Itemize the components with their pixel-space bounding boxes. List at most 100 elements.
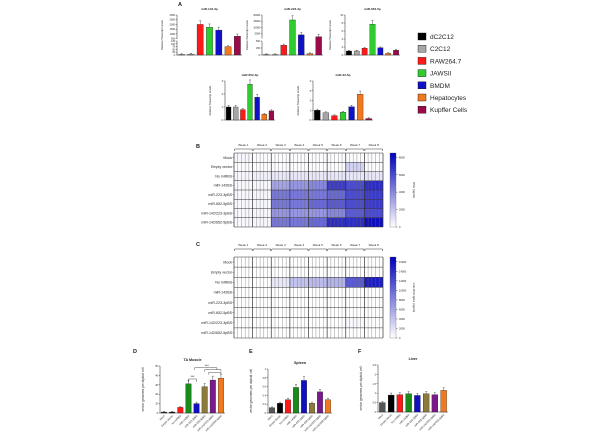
bar-dc2c12 xyxy=(314,110,321,121)
colorbar xyxy=(389,256,397,339)
heatmap-cell xyxy=(308,171,328,181)
heatmap-cell xyxy=(271,277,290,288)
heatmap-cell xyxy=(252,307,272,318)
heatmap-cell xyxy=(327,257,346,268)
y-tick-label: 75 xyxy=(172,46,175,49)
panel-label-B: B xyxy=(196,144,200,150)
y-tick-label: 0 xyxy=(265,412,267,415)
y-axis-label: vector genomes per diploid cell xyxy=(141,367,145,411)
y-tick-label: 125 xyxy=(171,40,176,43)
heatmap-cell xyxy=(289,287,309,298)
y-tick-label: 1 xyxy=(310,109,312,112)
heatmap-cell xyxy=(364,297,383,308)
heatmap-cell xyxy=(327,277,346,288)
y-tick-label: 20 xyxy=(155,393,158,396)
bar-kupffer-cells xyxy=(365,118,372,121)
week-bracket xyxy=(271,248,290,251)
y-tick-label: 50 xyxy=(172,48,175,51)
heatmap-cell xyxy=(345,267,365,278)
legend-item: BMDM xyxy=(417,81,450,90)
heatmap-cell xyxy=(271,208,290,218)
chart-title: Spleen xyxy=(294,361,307,365)
y-tick-label: 10000 xyxy=(253,26,260,29)
bar-bmdm xyxy=(348,106,355,121)
week-bracket xyxy=(290,148,309,151)
heatmap-cell xyxy=(271,317,290,328)
heatmap-cell xyxy=(252,267,272,278)
heatmap-cell xyxy=(345,217,365,227)
y-tick-label: 30 xyxy=(155,384,158,387)
heatmap-cell xyxy=(289,307,309,318)
legend-label: C2C12 xyxy=(430,46,451,53)
heatmap-cell xyxy=(345,307,365,318)
heatmap-cell xyxy=(327,199,346,209)
heatmap-cell xyxy=(252,287,272,298)
legend-label: Kupffer Cells xyxy=(430,107,468,114)
legend-swatch xyxy=(417,69,427,77)
heatmap-cell xyxy=(364,327,383,338)
y-tick-label: 250 xyxy=(256,47,261,50)
heatmap-cell xyxy=(327,287,346,298)
panel-label-A: A xyxy=(178,2,182,8)
colorbar-tick-label: 0 xyxy=(399,225,401,229)
heatmap-cell xyxy=(364,257,383,268)
heatmap-cell xyxy=(327,171,346,181)
row-label: miR-223-3pBS xyxy=(208,193,232,197)
heatmap-cell xyxy=(289,153,309,163)
bar-jawsii xyxy=(339,112,347,121)
y-tick-label: 4 xyxy=(342,38,344,41)
bar-mir-142-223-3pbs xyxy=(209,379,216,414)
heatmap-cell xyxy=(289,327,309,338)
legend-item: JAWSII xyxy=(417,69,452,78)
row-label: Mock xyxy=(223,260,232,264)
week-header: Week 6 xyxy=(331,143,341,147)
panel-label-F: F xyxy=(358,349,362,355)
week-bracket xyxy=(346,148,365,151)
bar-jawsii xyxy=(369,24,376,56)
y-tick-label: 0 xyxy=(174,54,176,57)
legend-label: BMDM xyxy=(430,83,450,90)
bar-jawsii xyxy=(206,27,213,56)
bar-raw264-7 xyxy=(361,48,368,56)
heatmap-cell xyxy=(364,317,383,328)
y-tick-label: 40 xyxy=(155,374,158,377)
y-tick-label: 0 xyxy=(375,411,377,414)
bar-no-mirbs xyxy=(396,394,403,413)
y-tick-label: 0.5 xyxy=(373,402,377,405)
heatmap-cell xyxy=(271,327,290,338)
heatmap-cell xyxy=(308,277,328,288)
heatmap-cell xyxy=(345,153,365,163)
x-tick-label: No miRBS xyxy=(390,413,402,425)
bar-raw264-7 xyxy=(196,24,204,56)
y-tick-label: 1 xyxy=(375,392,377,395)
bar-jawsii xyxy=(247,84,253,121)
heatmap-cell xyxy=(364,153,383,163)
bar-kupffer-cells xyxy=(268,110,275,121)
y-tick-label: 2 xyxy=(342,46,344,49)
heatmap-cell xyxy=(345,199,365,209)
heatmap-cell xyxy=(271,307,290,318)
chart-title: miR-652-5p xyxy=(364,7,381,11)
heatmap-cell xyxy=(234,277,253,288)
heatmap-cell xyxy=(234,199,253,209)
heatmap-cell xyxy=(234,217,253,227)
y-tick-label: 0 xyxy=(310,119,312,122)
heatmap-cell xyxy=(327,217,346,227)
week-bracket xyxy=(308,148,327,151)
significance-bracket xyxy=(204,369,222,372)
bar-hepatocytes xyxy=(261,114,267,121)
y-tick-label: 3000 xyxy=(170,14,176,17)
week-bracket xyxy=(252,148,271,151)
heatmap-cell xyxy=(364,190,383,200)
week-header: Week 1 xyxy=(238,143,248,147)
y-tick-label: 2000 xyxy=(170,23,176,26)
x-tick-label: Mock xyxy=(266,413,274,421)
y-tick-label: 1000 xyxy=(170,33,176,36)
heatmap-cell xyxy=(252,162,272,172)
heatmap-cell xyxy=(364,287,383,298)
heatmap-cell xyxy=(234,287,253,298)
y-tick-label: 50 xyxy=(155,365,158,368)
y-tick-label: 2 xyxy=(222,93,224,96)
week-bracket xyxy=(234,248,253,251)
heatmap-cell xyxy=(327,307,346,318)
